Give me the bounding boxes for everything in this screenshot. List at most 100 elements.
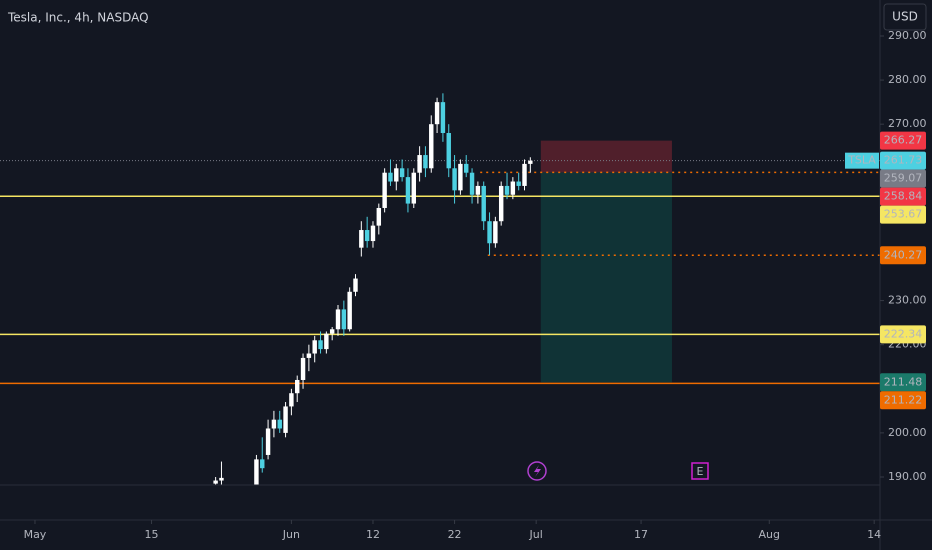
x-tick-label: Jul	[529, 528, 543, 541]
candle-body	[341, 309, 347, 330]
candle-body	[382, 172, 387, 208]
candle-body	[528, 160, 533, 164]
price-label-bg	[880, 187, 926, 206]
currency[interactable]: USD	[892, 10, 918, 24]
y-tick-label: 190.00	[888, 470, 927, 483]
x-tick-label: 15	[145, 528, 159, 541]
candle-body	[295, 379, 300, 394]
y-tick-label: 230.00	[888, 294, 927, 307]
stop-zone	[540, 140, 672, 173]
candle-body	[498, 185, 504, 222]
candle-body	[417, 155, 422, 173]
candle-body	[318, 340, 323, 350]
candle-body	[446, 133, 451, 169]
candle-body	[481, 185, 486, 222]
event-icons	[527, 461, 547, 481]
candle-body	[493, 221, 498, 244]
price-label: 211.22	[884, 393, 923, 406]
chart-title: Tesla, Inc., 4h, NASDAQ	[7, 11, 149, 25]
candle-body	[405, 177, 411, 204]
price-label-bg	[880, 205, 926, 224]
dividend-icon[interactable]	[527, 461, 547, 481]
candle-body	[254, 459, 259, 485]
ticker: TSLA	[847, 154, 876, 167]
candle-body	[312, 340, 317, 354]
x-tick-label: Aug	[759, 528, 780, 541]
candle-body	[376, 207, 382, 226]
candle-body	[283, 406, 288, 433]
price-label-bg	[880, 169, 926, 188]
price-label-bg	[880, 151, 926, 170]
candle-body	[452, 168, 457, 191]
candle-body	[434, 102, 440, 125]
candle-body	[219, 477, 224, 481]
y-tick-label: 270.00	[888, 117, 927, 130]
candle-body	[423, 155, 428, 169]
price-label-bg	[880, 373, 926, 392]
x-tick-label: 12	[366, 528, 380, 541]
candle-body	[300, 357, 306, 380]
candle-body	[399, 168, 405, 178]
candle-body	[504, 185, 510, 195]
candle-body	[429, 124, 434, 169]
price-label: 222.34	[884, 327, 923, 340]
x-tick-label: 17	[634, 528, 648, 541]
price-label: 261.73	[884, 154, 923, 167]
candle-body	[394, 168, 399, 182]
x-tick-label: Jun	[282, 528, 300, 541]
candle-body	[289, 393, 294, 407]
candle-body	[440, 102, 446, 134]
x-tick-label: 22	[448, 528, 462, 541]
candle-body	[265, 428, 271, 455]
candle-body	[335, 309, 341, 330]
lightning	[534, 465, 541, 477]
x-tick-label: 14	[867, 528, 881, 541]
price-label-bg	[880, 325, 926, 344]
candle-body	[306, 353, 312, 358]
price-label: 253.67	[884, 208, 923, 221]
y-tick-label: 200.00	[888, 426, 927, 439]
ticker-tag	[845, 152, 879, 169]
target-zone	[540, 172, 672, 383]
candle-body	[388, 172, 393, 182]
candle-body	[213, 480, 218, 484]
candle-body	[347, 291, 352, 330]
candle-body	[469, 172, 475, 195]
price-label: 211.48	[884, 375, 923, 388]
candle-body	[510, 181, 516, 195]
price-label-bg	[880, 391, 926, 410]
earnings-icon	[691, 462, 709, 480]
candle-body	[475, 185, 481, 195]
candle-body	[359, 230, 364, 248]
candle-body	[522, 163, 527, 186]
axes: 290.00280.00270.00230.00220.00200.00190.…	[24, 29, 927, 541]
candle-body	[411, 172, 416, 204]
candle-body	[277, 419, 282, 429]
earnings-label: E	[697, 465, 704, 478]
price-label-bg	[880, 246, 926, 265]
candle-body	[458, 163, 463, 191]
candle-body	[464, 163, 469, 173]
x-tick-label: May	[24, 528, 47, 541]
candle-body	[260, 459, 265, 469]
candle-body	[271, 419, 277, 429]
price-label: 266.27	[884, 134, 923, 147]
candle-body	[370, 225, 376, 242]
price-label-bg	[880, 131, 926, 150]
candle-body	[353, 278, 358, 292]
candle-body	[324, 333, 329, 350]
plot-area	[0, 93, 880, 485]
candle-body	[516, 181, 521, 186]
price-label: 259.07	[884, 172, 923, 185]
candle-body	[487, 221, 492, 244]
y-tick-label: 290.00	[888, 29, 927, 42]
price-label: 240.27	[884, 248, 923, 261]
currency-button[interactable]	[883, 3, 927, 31]
price-label: 258.84	[884, 190, 923, 203]
candle-body	[364, 230, 370, 242]
candle-body	[329, 329, 335, 334]
y-tick-label: 280.00	[888, 73, 927, 86]
